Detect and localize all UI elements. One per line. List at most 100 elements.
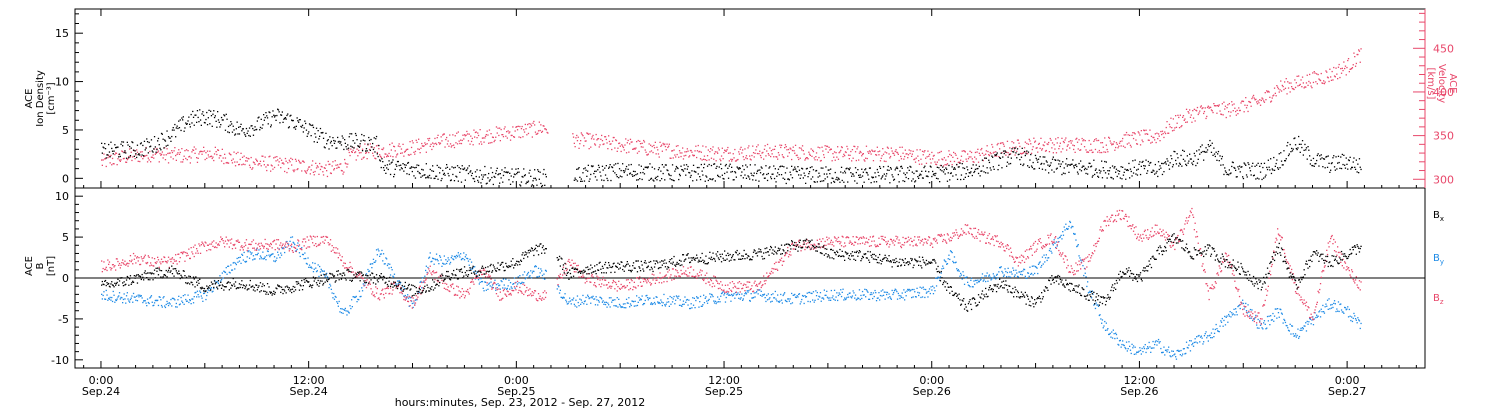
velocity-series-point: [1239, 109, 1241, 112]
density-series-point: [181, 117, 183, 119]
by-series-point: [332, 297, 334, 299]
density-series-point: [661, 178, 663, 180]
density-series-point: [1146, 172, 1148, 174]
density-series-point: [714, 180, 716, 182]
density-series-point: [314, 133, 316, 135]
density-series-point: [1230, 172, 1232, 174]
by-series-point: [699, 295, 702, 298]
by-series-point: [443, 255, 445, 257]
by-series-point: [1354, 315, 1356, 317]
density-series-point: [188, 116, 190, 118]
velocity-series-point: [1045, 149, 1047, 152]
by-series-point: [829, 297, 831, 299]
by-series-point: [1194, 338, 1196, 340]
density-series-point: [1021, 147, 1023, 149]
velocity-series-point: [801, 145, 804, 147]
by-series-point: [1239, 307, 1241, 310]
velocity-series-point: [1353, 52, 1355, 54]
density-series-point: [1014, 147, 1016, 149]
by-series-point: [1295, 336, 1297, 338]
density-series-point: [1100, 170, 1102, 172]
density-series-point: [757, 169, 759, 171]
velocity-series-point: [225, 162, 227, 164]
density-series-point: [116, 146, 118, 148]
by-series-point: [992, 277, 994, 279]
velocity-series-point: [240, 152, 242, 154]
density-series-point: [210, 110, 212, 112]
density-series-point: [1188, 160, 1190, 162]
by-series-point: [1316, 314, 1318, 316]
density-series-point: [1010, 157, 1012, 159]
by-series-point: [617, 306, 619, 308]
by-series-point: [935, 277, 937, 279]
velocity-series-point: [860, 151, 862, 154]
density-series-point: [434, 177, 436, 179]
density-series-point: [764, 177, 766, 179]
density-series-point: [449, 179, 452, 182]
by-series-point: [1249, 308, 1252, 311]
density-series-point: [350, 145, 352, 147]
by-series-point: [713, 302, 716, 304]
velocity-series-point: [1335, 67, 1337, 69]
velocity-series-point: [434, 137, 436, 140]
density-series-point: [1036, 159, 1038, 161]
by-series-point: [689, 307, 691, 310]
velocity-series-point: [773, 156, 775, 158]
density-series-point: [196, 121, 198, 123]
velocity-series-point: [1164, 131, 1166, 133]
velocity-series-point: [942, 165, 945, 167]
by-series-point: [1347, 316, 1350, 318]
by-series-point: [1283, 318, 1285, 321]
bz-series-point: [182, 253, 184, 255]
velocity-series-point: [1229, 115, 1231, 117]
by-series-point: [454, 255, 456, 258]
by-series-point: [347, 311, 350, 313]
velocity-series-point: [785, 146, 787, 148]
density-series-point: [310, 135, 312, 137]
velocity-series-point: [1094, 148, 1097, 151]
velocity-series-point: [1087, 151, 1089, 153]
velocity-series-point: [1290, 82, 1292, 84]
by-series-point: [173, 298, 175, 300]
by-series-point: [1220, 321, 1223, 323]
density-series-point: [704, 180, 706, 182]
velocity-series-point: [646, 154, 648, 156]
by-series-point: [987, 280, 989, 282]
density-series-point: [421, 175, 424, 177]
density-series-point: [936, 166, 938, 168]
by-series-point: [858, 289, 861, 291]
density-series-point: [429, 168, 431, 171]
density-series-point: [291, 119, 293, 121]
density-series-point: [858, 176, 861, 178]
velocity-series-point: [105, 165, 107, 168]
density-series-point: [1046, 161, 1048, 163]
velocity-series-point: [972, 161, 974, 163]
velocity-series-point: [879, 150, 881, 152]
by-series-point: [640, 299, 642, 301]
velocity-series-point: [677, 145, 679, 147]
density-series-point: [406, 173, 408, 175]
by-series-point: [516, 283, 519, 285]
density-series-point: [1331, 162, 1333, 164]
velocity-series-point: [1060, 151, 1062, 153]
velocity-series-point: [644, 149, 646, 151]
by-series-point: [950, 251, 952, 253]
density-series-point: [632, 175, 634, 177]
by-series-point: [935, 285, 938, 287]
density-series-point: [664, 179, 666, 181]
velocity-series-point: [1233, 103, 1235, 105]
density-series-point: [1315, 162, 1317, 165]
velocity-series-point: [1284, 87, 1287, 89]
bz-series-point: [125, 263, 128, 265]
density-series-point: [356, 139, 358, 141]
by-series-point: [298, 252, 301, 254]
density-series-point: [277, 108, 279, 110]
density-series-point: [837, 177, 840, 179]
by-series-point: [390, 266, 392, 269]
velocity-series-point: [547, 132, 549, 134]
velocity-series-point: [886, 146, 889, 148]
by-series-point: [1277, 308, 1279, 310]
by-series-point: [1286, 325, 1288, 327]
velocity-series-point: [275, 160, 277, 162]
by-series-point: [1330, 304, 1332, 306]
